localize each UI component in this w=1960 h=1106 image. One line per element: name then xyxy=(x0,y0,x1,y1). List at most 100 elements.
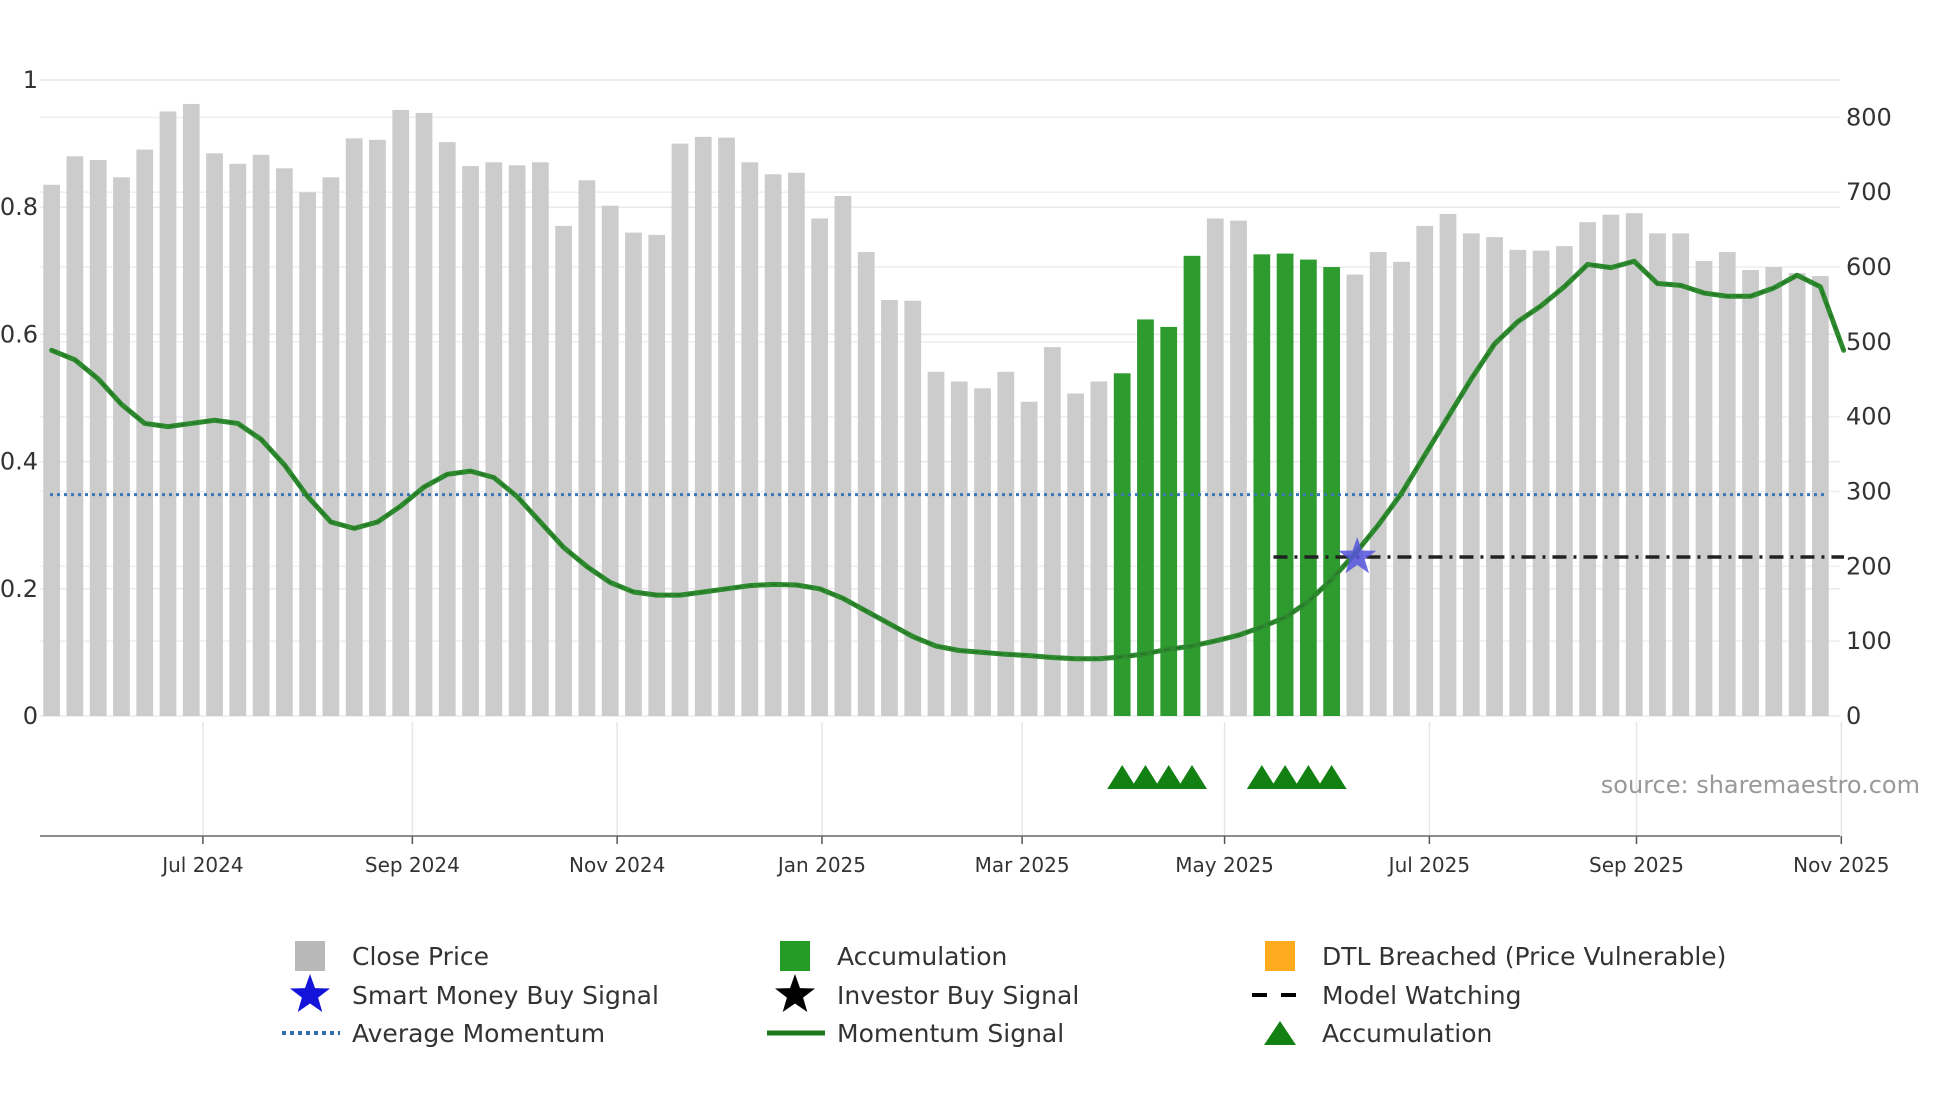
x-axis-tick-label: Nov 2025 xyxy=(1793,853,1889,877)
close-price-bar xyxy=(974,388,991,716)
legend-label: Close Price xyxy=(352,942,489,971)
close-price-bar xyxy=(997,371,1015,716)
accumulation-bar xyxy=(1323,267,1341,716)
close-price-bar xyxy=(1742,270,1759,716)
close-price-bar xyxy=(1416,225,1434,716)
accumulation-marker xyxy=(1293,765,1324,789)
close-price-bar xyxy=(1602,214,1620,716)
close-price-bar xyxy=(1765,267,1783,716)
right-axis-tick-label: 800 xyxy=(1846,103,1892,131)
accumulation-marker xyxy=(1130,765,1161,789)
close-price-bar xyxy=(438,142,456,717)
close-price-bar xyxy=(1625,213,1643,716)
accumulation-marker xyxy=(1177,765,1207,789)
close-price-bar xyxy=(625,232,642,716)
close-price-bar xyxy=(1579,222,1597,716)
close-price-bar xyxy=(834,195,852,717)
left-axis-tick-label: 0.4 xyxy=(0,448,38,476)
close-price-bar xyxy=(950,381,968,716)
close-price-bar xyxy=(1811,276,1829,716)
close-price-bar xyxy=(1788,273,1806,716)
close-price-bar xyxy=(66,156,84,716)
legend-label: Accumulation xyxy=(1322,1019,1492,1048)
close-price-bar xyxy=(345,138,363,716)
legend-item: Investor Buy Signal xyxy=(775,974,1079,1012)
close-price-bar xyxy=(811,218,829,716)
close-price-bar xyxy=(206,153,223,717)
close-price-bar xyxy=(741,162,759,716)
close-price-bar xyxy=(369,139,386,716)
legend-item: Close Price xyxy=(295,941,489,971)
accumulation-bar xyxy=(1183,255,1201,716)
lines-layer xyxy=(49,258,1847,662)
close-price-bar xyxy=(392,109,410,716)
left-axis-tick-label: 0 xyxy=(23,702,38,730)
left-axis-tick-label: 1 xyxy=(23,66,38,94)
legend-label: Average Momentum xyxy=(352,1019,605,1048)
close-price-bar xyxy=(555,225,573,716)
legend-square-icon xyxy=(780,941,810,971)
left-axis-tick-label: 0.2 xyxy=(0,575,38,603)
legend-label: DTL Breached (Price Vulnerable) xyxy=(1322,942,1726,971)
close-price-bar xyxy=(275,168,293,717)
legend-item: Model Watching xyxy=(1252,981,1522,1010)
right-axis-tick-label: 500 xyxy=(1846,328,1892,356)
legend: Close Price Accumulation DTL Breached (Pri… xyxy=(282,941,1726,1048)
accumulation-bar xyxy=(1113,373,1131,716)
close-price-bar xyxy=(648,234,666,716)
accumulation-marker xyxy=(1153,765,1184,789)
close-price-bar xyxy=(1020,401,1038,716)
legend-star-icon xyxy=(290,974,330,1012)
close-price-bar xyxy=(601,205,619,716)
accumulation-marker xyxy=(1316,765,1347,789)
close-price-bar xyxy=(1439,213,1457,716)
accumulation-bar xyxy=(1137,319,1154,716)
close-price-bar xyxy=(787,172,805,716)
close-price-bar xyxy=(718,137,735,716)
close-price-bar xyxy=(764,174,782,716)
close-price-bar xyxy=(1649,233,1666,716)
legend-item: Average Momentum xyxy=(282,1019,605,1048)
right-axis-tick-label: 200 xyxy=(1846,552,1892,580)
close-price-bar xyxy=(904,300,922,716)
legend-item: Momentum Signal xyxy=(767,1019,1064,1048)
close-price-bar xyxy=(1067,393,1085,716)
accumulation-marker xyxy=(1246,765,1277,789)
close-price-bar xyxy=(299,192,317,716)
close-price-bar xyxy=(1462,233,1480,716)
close-price-bar xyxy=(1555,246,1573,717)
left-axis-tick-label: 0.6 xyxy=(0,320,38,348)
x-axis-tick-label: Mar 2025 xyxy=(975,853,1070,877)
right-axis-tick-label: 700 xyxy=(1846,178,1892,206)
close-price-bar xyxy=(1230,220,1247,717)
close-price-bar xyxy=(578,180,596,716)
close-price-bar xyxy=(1369,252,1387,716)
close-price-bar xyxy=(857,252,875,716)
smart-money-buy-star xyxy=(1338,537,1377,574)
accumulation-marker xyxy=(1270,765,1301,789)
close-price-bar xyxy=(485,162,503,716)
x-axis-tick-label: Sep 2024 xyxy=(365,853,460,877)
legend-label: Momentum Signal xyxy=(837,1019,1064,1048)
close-price-bar xyxy=(159,111,177,716)
close-price-bar xyxy=(89,160,107,717)
close-price-bar xyxy=(415,112,433,716)
legend-item: Accumulation xyxy=(1264,1019,1492,1048)
close-price-bar xyxy=(927,371,945,716)
legend-label: Accumulation xyxy=(837,942,1007,971)
close-price-bar xyxy=(462,166,479,716)
right-axis-tick-label: 0 xyxy=(1846,702,1861,730)
legend-label: Investor Buy Signal xyxy=(837,981,1079,1010)
close-price-bar xyxy=(694,136,712,717)
legend-triangle-icon xyxy=(1264,1021,1296,1045)
close-price-bar xyxy=(508,165,526,716)
close-price-bar xyxy=(1486,237,1503,717)
legend-item: DTL Breached (Price Vulnerable) xyxy=(1265,941,1726,971)
momentum-signal-line xyxy=(49,258,1847,662)
close-price-bar xyxy=(1718,252,1736,716)
close-price-bar xyxy=(1206,218,1224,716)
right-axis-tick-label: 100 xyxy=(1846,627,1892,655)
bars-layer xyxy=(43,103,1829,717)
